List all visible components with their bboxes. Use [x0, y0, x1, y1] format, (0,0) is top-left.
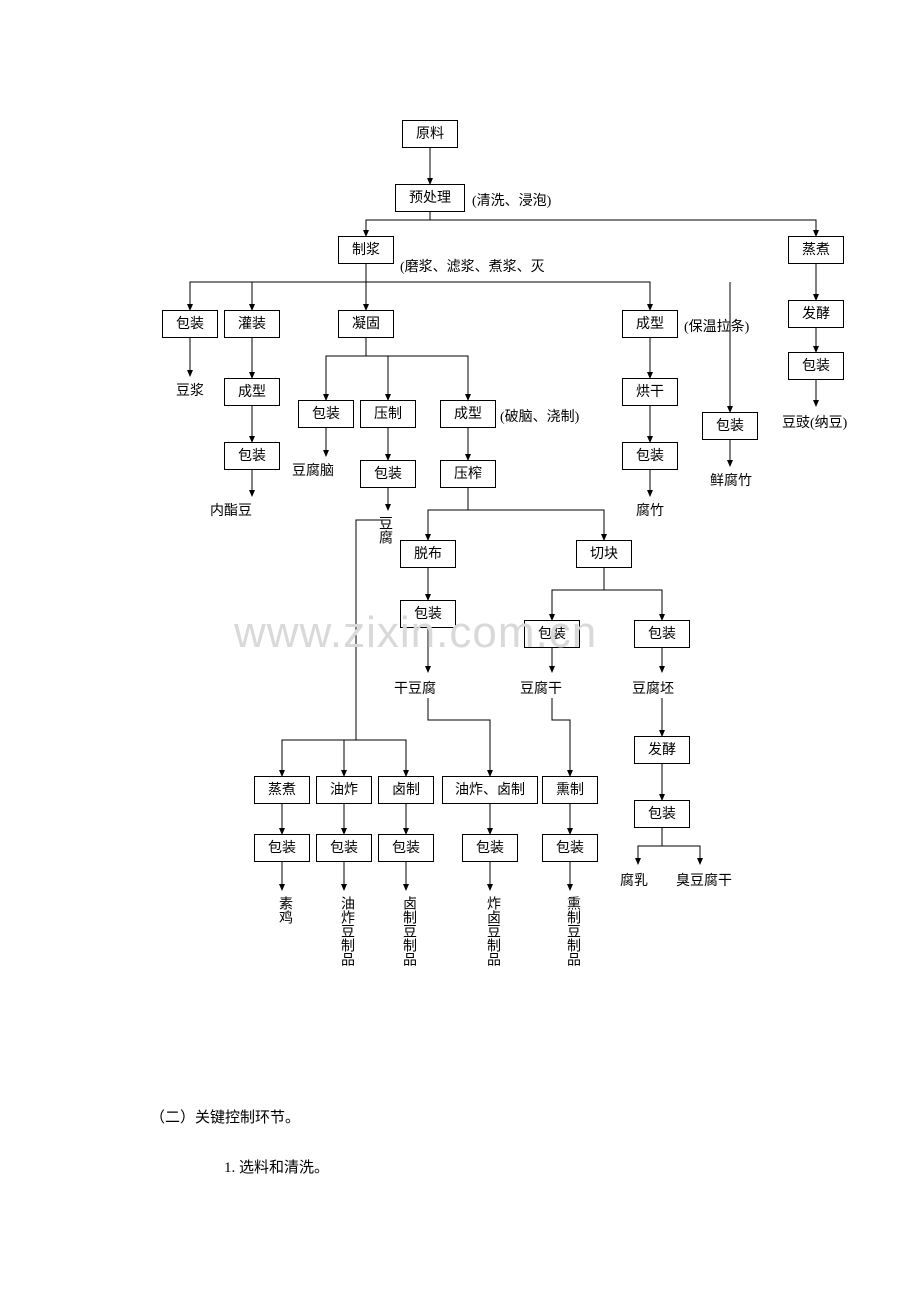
output-label: 鲜腐竹 [710, 470, 752, 490]
annotation: (破脑、浇制) [500, 406, 579, 426]
flow-node: 包装 [224, 442, 280, 470]
output-label: 内酯豆 [210, 500, 252, 520]
output-label: 炸卤豆制品 [482, 896, 502, 966]
flow-node: 成型 [622, 310, 678, 338]
flow-node: 包装 [634, 800, 690, 828]
flow-node: 压制 [360, 400, 416, 428]
section-heading: （二）关键控制环节。 [150, 1106, 300, 1127]
output-label: 豆腐 [374, 516, 394, 544]
flow-node: 包装 [622, 442, 678, 470]
annotation: (保温拉条) [684, 316, 749, 336]
flow-node: 包装 [298, 400, 354, 428]
flow-node: 包装 [702, 412, 758, 440]
flow-node: 包装 [254, 834, 310, 862]
flow-node: 包装 [316, 834, 372, 862]
output-label: 豆腐脑 [292, 460, 334, 480]
output-label: 油炸豆制品 [336, 896, 356, 966]
output-label: 豆腐干 [520, 678, 562, 698]
flow-node: 油炸 [316, 776, 372, 804]
flow-node: 成型 [224, 378, 280, 406]
flow-node: 包装 [462, 834, 518, 862]
output-label: 干豆腐 [394, 678, 436, 698]
flow-node: 脱布 [400, 540, 456, 568]
flow-node: 成型 [440, 400, 496, 428]
flow-node: 切块 [576, 540, 632, 568]
flow-node: 熏制 [542, 776, 598, 804]
annotation: (清洗、浸泡) [472, 190, 551, 210]
output-label: 豆浆 [176, 380, 204, 400]
flow-node: 油炸、卤制 [442, 776, 538, 804]
output-label: 豆腐坯 [632, 678, 674, 698]
flow-node: 制浆 [338, 236, 394, 264]
flow-node: 灌装 [224, 310, 280, 338]
output-label: 腐乳 [620, 870, 648, 890]
flow-node: 预处理 [395, 184, 465, 212]
flow-node: 烘干 [622, 378, 678, 406]
flow-node: 蒸煮 [254, 776, 310, 804]
flow-node: 包装 [634, 620, 690, 648]
annotation: (磨浆、滤浆、煮浆、灭 [400, 256, 545, 276]
watermark: www.zixin.com.cn [234, 608, 597, 658]
flow-node: 凝固 [338, 310, 394, 338]
flow-node: 蒸煮 [788, 236, 844, 264]
flow-node: 包装 [378, 834, 434, 862]
output-label: 卤制豆制品 [398, 896, 418, 966]
flow-node: 包装 [360, 460, 416, 488]
flow-node: 包装 [162, 310, 218, 338]
flow-node: 原料 [402, 120, 458, 148]
flow-node: 压榨 [440, 460, 496, 488]
output-label: 熏制豆制品 [562, 896, 582, 966]
output-label: 素鸡 [274, 896, 294, 924]
flow-node: 发酵 [634, 736, 690, 764]
flow-node: 包装 [542, 834, 598, 862]
output-label: 豆豉(纳豆) [782, 412, 847, 432]
flow-node: 发酵 [788, 300, 844, 328]
flow-node: 卤制 [378, 776, 434, 804]
output-label: 腐竹 [636, 500, 664, 520]
flow-node: 包装 [788, 352, 844, 380]
body-item-1: 1. 选料和清洗。 [224, 1156, 329, 1177]
output-label: 臭豆腐干 [676, 870, 732, 890]
